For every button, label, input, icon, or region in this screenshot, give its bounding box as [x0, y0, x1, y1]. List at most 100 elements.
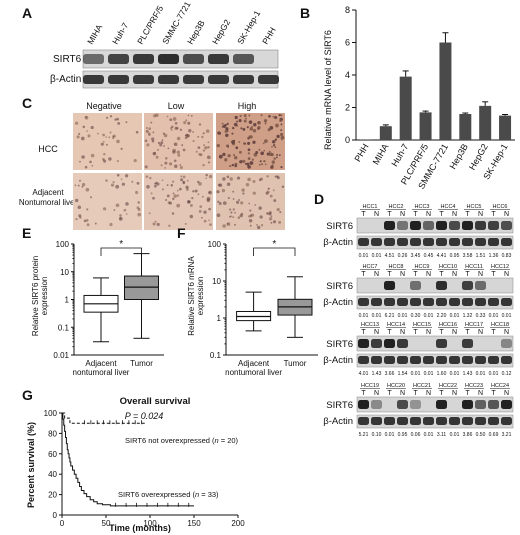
blot-d-lane-t: T [387, 271, 392, 278]
ihc-nucleus [172, 192, 175, 195]
panel-f-label: F [177, 225, 186, 241]
blot-d-quant-value: 1.60 [437, 371, 447, 377]
ihc-nucleus [192, 190, 195, 193]
ihc-nucleus [116, 173, 120, 177]
blot-d-actin-band [384, 238, 395, 246]
chart-e-y-tick-label: 1 [65, 296, 70, 305]
ihc-nucleus [239, 160, 243, 164]
blot-d-actin-band [488, 417, 499, 425]
blot-d-actin-band [397, 298, 408, 306]
ihc-nucleus [185, 185, 189, 189]
ihc-nucleus [206, 155, 211, 160]
blot-d-actin-band [371, 417, 382, 425]
blot-d-case-label: HCC21 [413, 383, 431, 389]
ihc-nucleus [145, 175, 149, 178]
ihc-nucleus [259, 177, 264, 181]
ihc-nucleus [227, 145, 230, 148]
ihc-nucleus [75, 198, 79, 203]
ihc-nucleus [174, 121, 178, 125]
ihc-nucleus [168, 224, 171, 228]
ihc-nucleus [203, 210, 207, 214]
blot-d-quant-value: 0.83 [502, 253, 512, 259]
ihc-tile [73, 113, 142, 170]
ihc-nucleus [202, 132, 205, 135]
ihc-nucleus [159, 143, 163, 147]
blot-d-quant-value: 0.33 [476, 313, 486, 319]
blot-d-sirt6-band [397, 221, 408, 230]
ihc-nucleus [263, 149, 266, 152]
blot-d-lane-n: N [478, 211, 483, 218]
blot-d-actin-band [462, 238, 473, 246]
ihc-nucleus [264, 139, 268, 143]
ihc-nucleus [229, 215, 232, 218]
blot-d-quant-value: 0.01 [502, 313, 512, 319]
ihc-nucleus [81, 182, 86, 187]
ihc-nucleus [188, 129, 192, 133]
blot-a-sirt6-band [158, 54, 179, 64]
ihc-nucleus [113, 209, 116, 211]
chart-g-curve-not-overexpressed [62, 412, 145, 424]
ihc-nucleus [197, 193, 200, 196]
blot-d-sirt6-band [410, 400, 421, 409]
ihc-nucleus [216, 213, 221, 218]
ihc-nucleus [145, 127, 148, 129]
blot-a-sirt6-band [208, 54, 229, 64]
ihc-nucleus [166, 184, 169, 187]
ihc-nucleus [278, 113, 281, 117]
blot-d-sirt6-band [449, 221, 460, 230]
ihc-nucleus [217, 183, 221, 187]
ihc-nucleus [221, 125, 224, 128]
ihc-nucleus [77, 205, 82, 210]
ihc-nucleus [105, 179, 108, 182]
blot-d-lane-t: T [387, 211, 392, 218]
chart-f-ylabel-2: expression [196, 277, 205, 316]
ihc-nucleus [83, 219, 87, 223]
panel-g-label: G [22, 387, 33, 403]
blot-d-quant-value: 4.41 [437, 253, 447, 259]
chart-e-box [124, 275, 159, 300]
chart-f-y-tick-label: 0.1 [210, 351, 222, 360]
blot-d-row-actin: β-Actin [323, 416, 353, 427]
ihc-nucleus [78, 132, 81, 135]
blot-a-lane-label: Huh-7 [110, 21, 130, 46]
ihc-nucleus [144, 165, 148, 169]
blot-d-lane-n: N [400, 211, 405, 218]
blot-d-actin-band [488, 356, 499, 364]
ihc-nucleus [150, 192, 153, 195]
ihc-nucleus [108, 136, 111, 139]
ihc-nucleus [270, 215, 273, 218]
blot-d-actin-band [462, 356, 473, 364]
blot-d-lane-t: T [491, 211, 496, 218]
chart-f-significance-mark: * [272, 239, 276, 250]
ihc-nucleus [156, 148, 160, 151]
ihc-nucleus [176, 203, 181, 208]
ihc-nucleus [208, 191, 211, 194]
ihc-col-high: High [238, 101, 257, 111]
blot-a-sirt6-band [108, 54, 129, 64]
ihc-nucleus [115, 203, 120, 208]
ihc-tile [144, 113, 213, 170]
chart-f-x-tick-label: Tumor [284, 359, 307, 368]
ihc-nucleus [103, 159, 107, 163]
ihc-nucleus [146, 185, 150, 189]
ihc-nucleus [75, 217, 78, 221]
ihc-nucleus [246, 162, 250, 166]
blot-a-actin-band [233, 75, 254, 84]
blot-d-actin-band [358, 298, 369, 306]
blot-d-actin-band [475, 238, 486, 246]
ihc-nucleus [206, 198, 210, 203]
blot-d-quant-value: 0.12 [502, 371, 512, 377]
ihc-nucleus [86, 208, 89, 211]
ihc-nucleus [187, 114, 190, 117]
ihc-nucleus [225, 127, 229, 131]
panel-e: E Relative SIRT6 protein expression 0.01… [22, 225, 164, 377]
ihc-nucleus [232, 216, 235, 219]
blot-a-sirt6-band [133, 54, 154, 64]
blot-d-sirt6-band [371, 400, 382, 409]
ihc-nucleus [229, 165, 232, 168]
ihc-nucleus [268, 114, 271, 118]
ihc-nucleus [231, 132, 234, 135]
blot-d-sirt6-band [410, 281, 421, 290]
ihc-nucleus [184, 222, 187, 225]
ihc-nucleus [233, 154, 235, 156]
